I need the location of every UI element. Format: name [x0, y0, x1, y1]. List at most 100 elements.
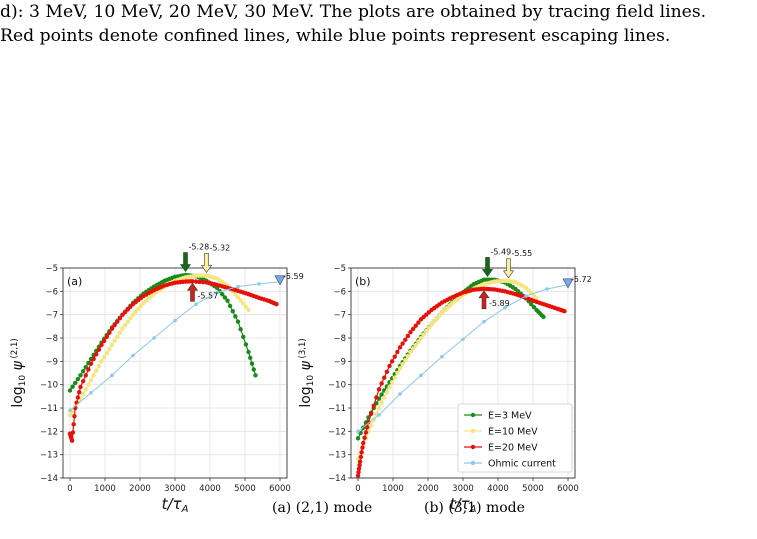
figure-caption: d): 3 MeV, 10 MeV, 20 MeV, 30 MeV. The p…	[0, 0, 757, 48]
data-point-e-10-mev	[384, 390, 390, 395]
y-tick-label: −14	[40, 474, 58, 484]
x-tick-label: 5000	[234, 484, 256, 494]
peak-value-label: -5.28	[189, 243, 210, 252]
x-tick-label: 3000	[452, 484, 474, 494]
data-point-ohmic-current	[419, 373, 423, 378]
data-point-e-20-mev	[405, 333, 411, 339]
data-point-e-3-mev	[230, 308, 235, 314]
data-point-e-3-mev	[243, 342, 249, 347]
subcaption-b: (b) (3,1) mode	[424, 500, 525, 516]
data-point-e-10-mev	[421, 332, 426, 337]
data-point-e-20-mev	[72, 413, 77, 419]
data-point-e-3-mev	[246, 349, 251, 355]
x-tick-label: 2000	[417, 484, 439, 494]
data-point-e-20-mev	[397, 345, 403, 350]
data-point-e-10-mev	[125, 319, 130, 324]
data-point-ohmic-current	[89, 391, 93, 395]
panel-label: (a)	[67, 275, 82, 288]
data-point-e-20-mev	[117, 315, 123, 321]
data-point-e-20-mev	[99, 342, 104, 348]
data-point-e-20-mev	[104, 334, 109, 340]
data-point-ohmic-current	[545, 287, 549, 291]
data-point-e-3-mev	[220, 292, 225, 297]
data-point-e-20-mev	[274, 301, 279, 307]
data-point-e-20-mev	[389, 359, 395, 364]
data-point-e-10-mev	[437, 313, 442, 318]
y-tick-label: −13	[328, 451, 346, 461]
data-point-e-10-mev	[88, 377, 94, 383]
data-point-e-10-mev	[379, 400, 384, 405]
data-point-e-10-mev	[429, 321, 434, 327]
data-point-e-10-mev	[101, 355, 107, 360]
data-point-e-20-mev	[358, 454, 364, 460]
data-point-e-20-mev	[376, 387, 382, 392]
data-point-e-20-mev	[360, 445, 365, 450]
data-point-e-20-mev	[193, 279, 199, 284]
data-point-e-3-mev	[75, 376, 81, 382]
data-point-e-3-mev	[73, 380, 78, 386]
data-point-ohmic-current	[236, 284, 240, 289]
data-point-ohmic-current	[194, 302, 198, 306]
subcaption-a: (a) (2,1) mode	[272, 500, 373, 516]
x-tick-label: 0	[355, 484, 360, 494]
x-tick-label: 0	[67, 484, 72, 494]
data-point-e-3-mev	[225, 298, 230, 303]
data-point-e-10-mev	[246, 307, 251, 313]
data-point-e-20-mev	[107, 330, 112, 335]
legend-entry: E=20 MeV	[488, 443, 538, 454]
data-point-e-10-mev	[413, 342, 418, 348]
data-point-e-20-mev	[75, 395, 81, 400]
x-tick-label: 5000	[522, 484, 544, 494]
peak-arrow-up-icon	[478, 290, 490, 310]
legend-box	[457, 403, 573, 473]
y-tick-label: −9	[333, 357, 346, 367]
data-point-e-20-mev	[356, 466, 362, 471]
x-tick-label: 1000	[382, 484, 404, 494]
data-point-e-10-mev	[405, 353, 411, 359]
data-point-e-10-mev	[67, 412, 73, 418]
data-point-e-10-mev	[122, 322, 128, 328]
data-point-e-10-mev	[235, 294, 241, 300]
data-point-e-3-mev	[222, 295, 228, 300]
data-point-e-3-mev	[227, 303, 233, 309]
peak-value-label: -5.72	[571, 275, 592, 284]
data-point-e-10-mev	[426, 325, 432, 330]
y-axis-label: log10 ψ (3,1)	[298, 338, 316, 407]
data-point-e-10-mev	[392, 375, 397, 380]
caption-line-2: Red points denote confined lines, while …	[0, 26, 671, 46]
legend-entry: E=10 MeV	[488, 427, 538, 438]
data-point-e-20-mev	[562, 308, 567, 314]
peak-arrow-up-icon	[186, 282, 199, 302]
chart-panel-a: 0 1000 2000 3000 4000 5000 6000 −5 −6 −7 −8 −9 −10 −1…	[10, 243, 304, 515]
data-point-ohmic-current	[377, 413, 381, 417]
data-point-e-20-mev	[416, 320, 421, 325]
data-point-e-20-mev	[71, 422, 76, 427]
data-point-e-20-mev	[109, 326, 115, 331]
data-point-e-3-mev	[80, 369, 86, 374]
legend-marker	[470, 428, 476, 434]
data-point-e-10-mev	[410, 346, 416, 351]
data-point-e-20-mev	[94, 352, 99, 357]
y-tick-label: −9	[45, 357, 58, 367]
data-point-e-20-mev	[395, 349, 400, 355]
y-tick-label: −10	[328, 381, 346, 391]
y-tick-label: −12	[328, 427, 346, 437]
data-point-ohmic-current	[257, 282, 261, 286]
y-axis-label: log10 ψ (2,1)	[10, 338, 28, 407]
data-point-e-10-mev	[107, 346, 112, 352]
data-point-e-3-mev	[241, 334, 246, 340]
data-point-e-3-mev	[355, 436, 361, 441]
data-point-e-10-mev	[418, 335, 424, 341]
peak-arrow-down-icon	[200, 253, 213, 273]
data-point-e-10-mev	[133, 309, 138, 314]
data-point-e-20-mev	[361, 440, 366, 446]
y-tick-label: −12	[40, 427, 58, 437]
y-tick-label: −7	[333, 311, 346, 321]
data-point-e-10-mev	[130, 312, 136, 317]
peak-triangle-icon	[274, 275, 286, 286]
data-point-e-10-mev	[241, 301, 246, 306]
data-point-e-20-mev	[76, 390, 82, 395]
x-tick-label: 2000	[129, 484, 151, 494]
data-point-e-10-mev	[128, 315, 133, 321]
data-point-e-20-mev	[115, 319, 120, 324]
